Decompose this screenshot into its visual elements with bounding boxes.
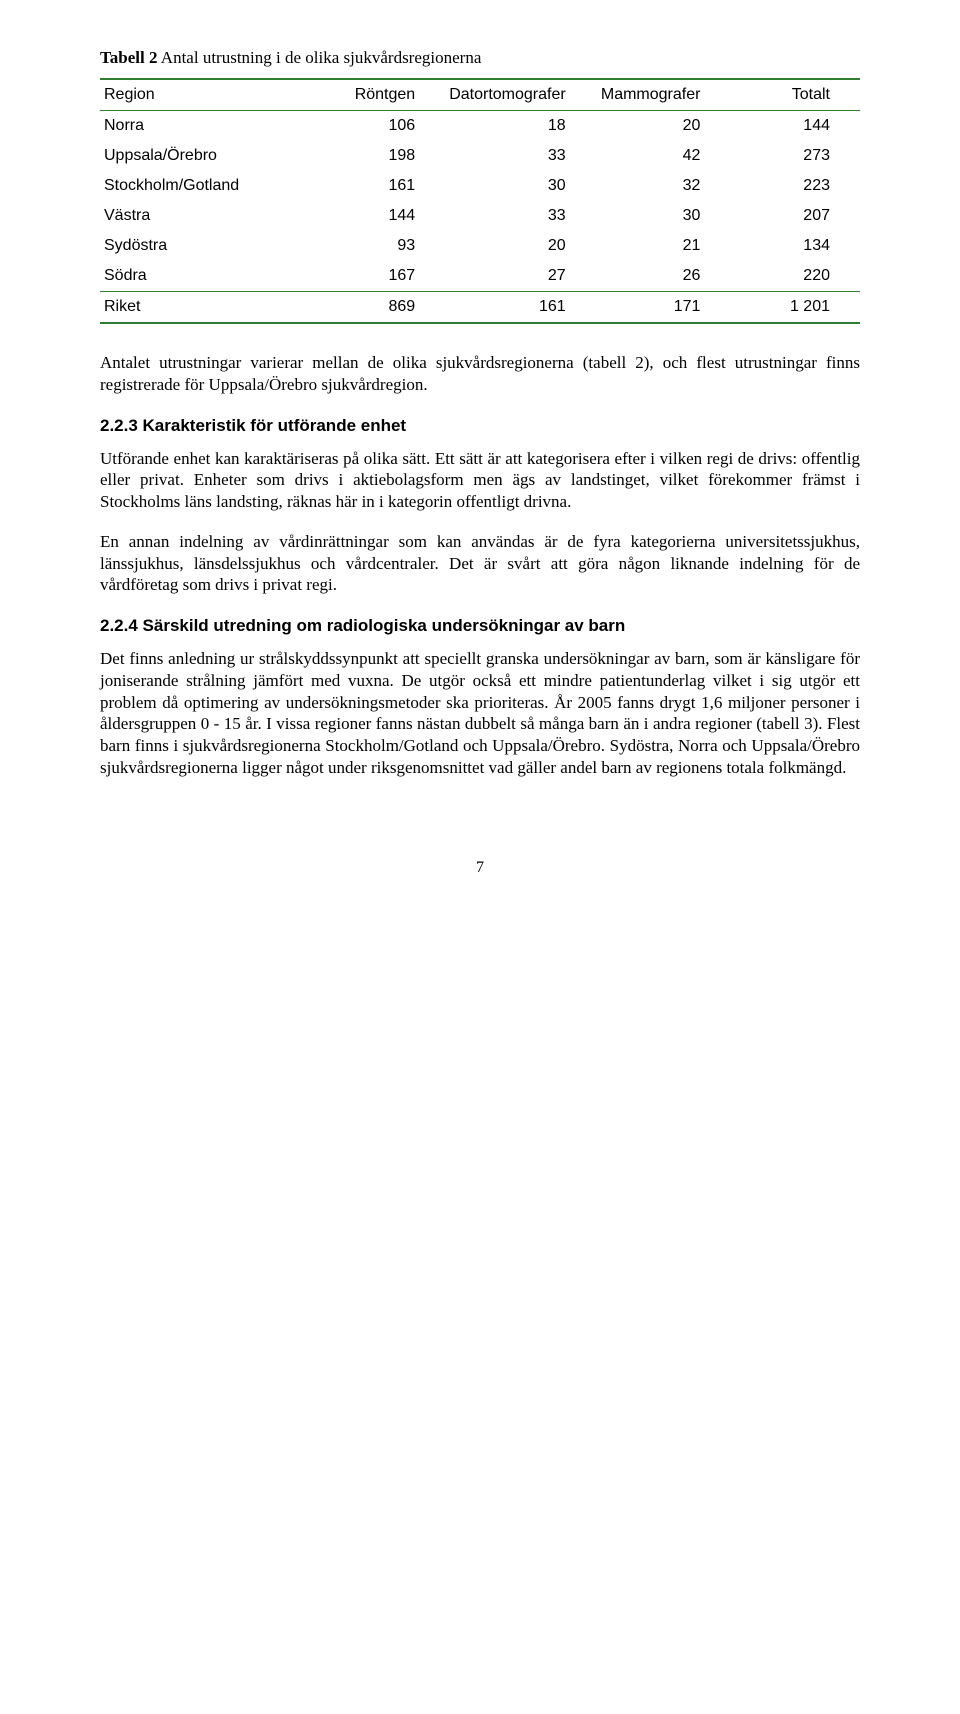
cell-value: 26 xyxy=(596,261,731,292)
cell-value: 20 xyxy=(596,111,731,142)
cell-value: 161 xyxy=(314,171,445,201)
cell-region: Västra xyxy=(100,201,314,231)
table-row: Västra 144 33 30 207 xyxy=(100,201,860,231)
cell-value: 33 xyxy=(445,201,596,231)
table-row: Sydöstra 93 20 21 134 xyxy=(100,231,860,261)
paragraph-224: Det finns anledning ur strålskyddssynpun… xyxy=(100,648,860,779)
heading-224: 2.2.4 Särskild utredning om radiologiska… xyxy=(100,616,860,636)
cell-value: 161 xyxy=(445,292,596,324)
heading-223: 2.2.3 Karakteristik för utförande enhet xyxy=(100,416,860,436)
cell-value: 30 xyxy=(445,171,596,201)
cell-region: Uppsala/Örebro xyxy=(100,141,314,171)
cell-value: 134 xyxy=(730,231,860,261)
cell-value: 144 xyxy=(730,111,860,142)
cell-value: 171 xyxy=(596,292,731,324)
paragraph-223b: En annan indelning av vårdinrättningar s… xyxy=(100,531,860,596)
cell-region: Sydöstra xyxy=(100,231,314,261)
cell-value: 1 201 xyxy=(730,292,860,324)
cell-region: Stockholm/Gotland xyxy=(100,171,314,201)
cell-value: 21 xyxy=(596,231,731,261)
cell-value: 106 xyxy=(314,111,445,142)
cell-region: Riket xyxy=(100,292,314,324)
paragraph-intro: Antalet utrustningar varierar mellan de … xyxy=(100,352,860,396)
cell-value: 33 xyxy=(445,141,596,171)
table-row: Norra 106 18 20 144 xyxy=(100,111,860,142)
cell-value: 93 xyxy=(314,231,445,261)
cell-value: 223 xyxy=(730,171,860,201)
table-total-row: Riket 869 161 171 1 201 xyxy=(100,292,860,324)
cell-value: 273 xyxy=(730,141,860,171)
page-number: 7 xyxy=(100,859,860,877)
cell-value: 144 xyxy=(314,201,445,231)
cell-region: Södra xyxy=(100,261,314,292)
cell-value: 167 xyxy=(314,261,445,292)
col-region: Region xyxy=(100,79,314,111)
cell-value: 20 xyxy=(445,231,596,261)
table-row: Stockholm/Gotland 161 30 32 223 xyxy=(100,171,860,201)
col-rontgen: Röntgen xyxy=(314,79,445,111)
cell-region: Norra xyxy=(100,111,314,142)
cell-value: 198 xyxy=(314,141,445,171)
paragraph-223a: Utförande enhet kan karaktäriseras på ol… xyxy=(100,448,860,513)
cell-value: 18 xyxy=(445,111,596,142)
table-title: Tabell 2 Antal utrustning i de olika sju… xyxy=(100,48,860,68)
cell-value: 42 xyxy=(596,141,731,171)
cell-value: 207 xyxy=(730,201,860,231)
col-mammo: Mammografer xyxy=(596,79,731,111)
cell-value: 32 xyxy=(596,171,731,201)
table-row: Södra 167 27 26 220 xyxy=(100,261,860,292)
col-total: Totalt xyxy=(730,79,860,111)
cell-value: 220 xyxy=(730,261,860,292)
region-table: Region Röntgen Datortomografer Mammograf… xyxy=(100,78,860,324)
cell-value: 27 xyxy=(445,261,596,292)
table-title-bold: Tabell 2 xyxy=(100,48,157,67)
cell-value: 869 xyxy=(314,292,445,324)
cell-value: 30 xyxy=(596,201,731,231)
table-header-row: Region Röntgen Datortomografer Mammograf… xyxy=(100,79,860,111)
page-container: Tabell 2 Antal utrustning i de olika sju… xyxy=(0,0,960,917)
col-dt: Datortomografer xyxy=(445,79,596,111)
table-title-rest: Antal utrustning i de olika sjukvårdsreg… xyxy=(157,48,481,67)
table-row: Uppsala/Örebro 198 33 42 273 xyxy=(100,141,860,171)
